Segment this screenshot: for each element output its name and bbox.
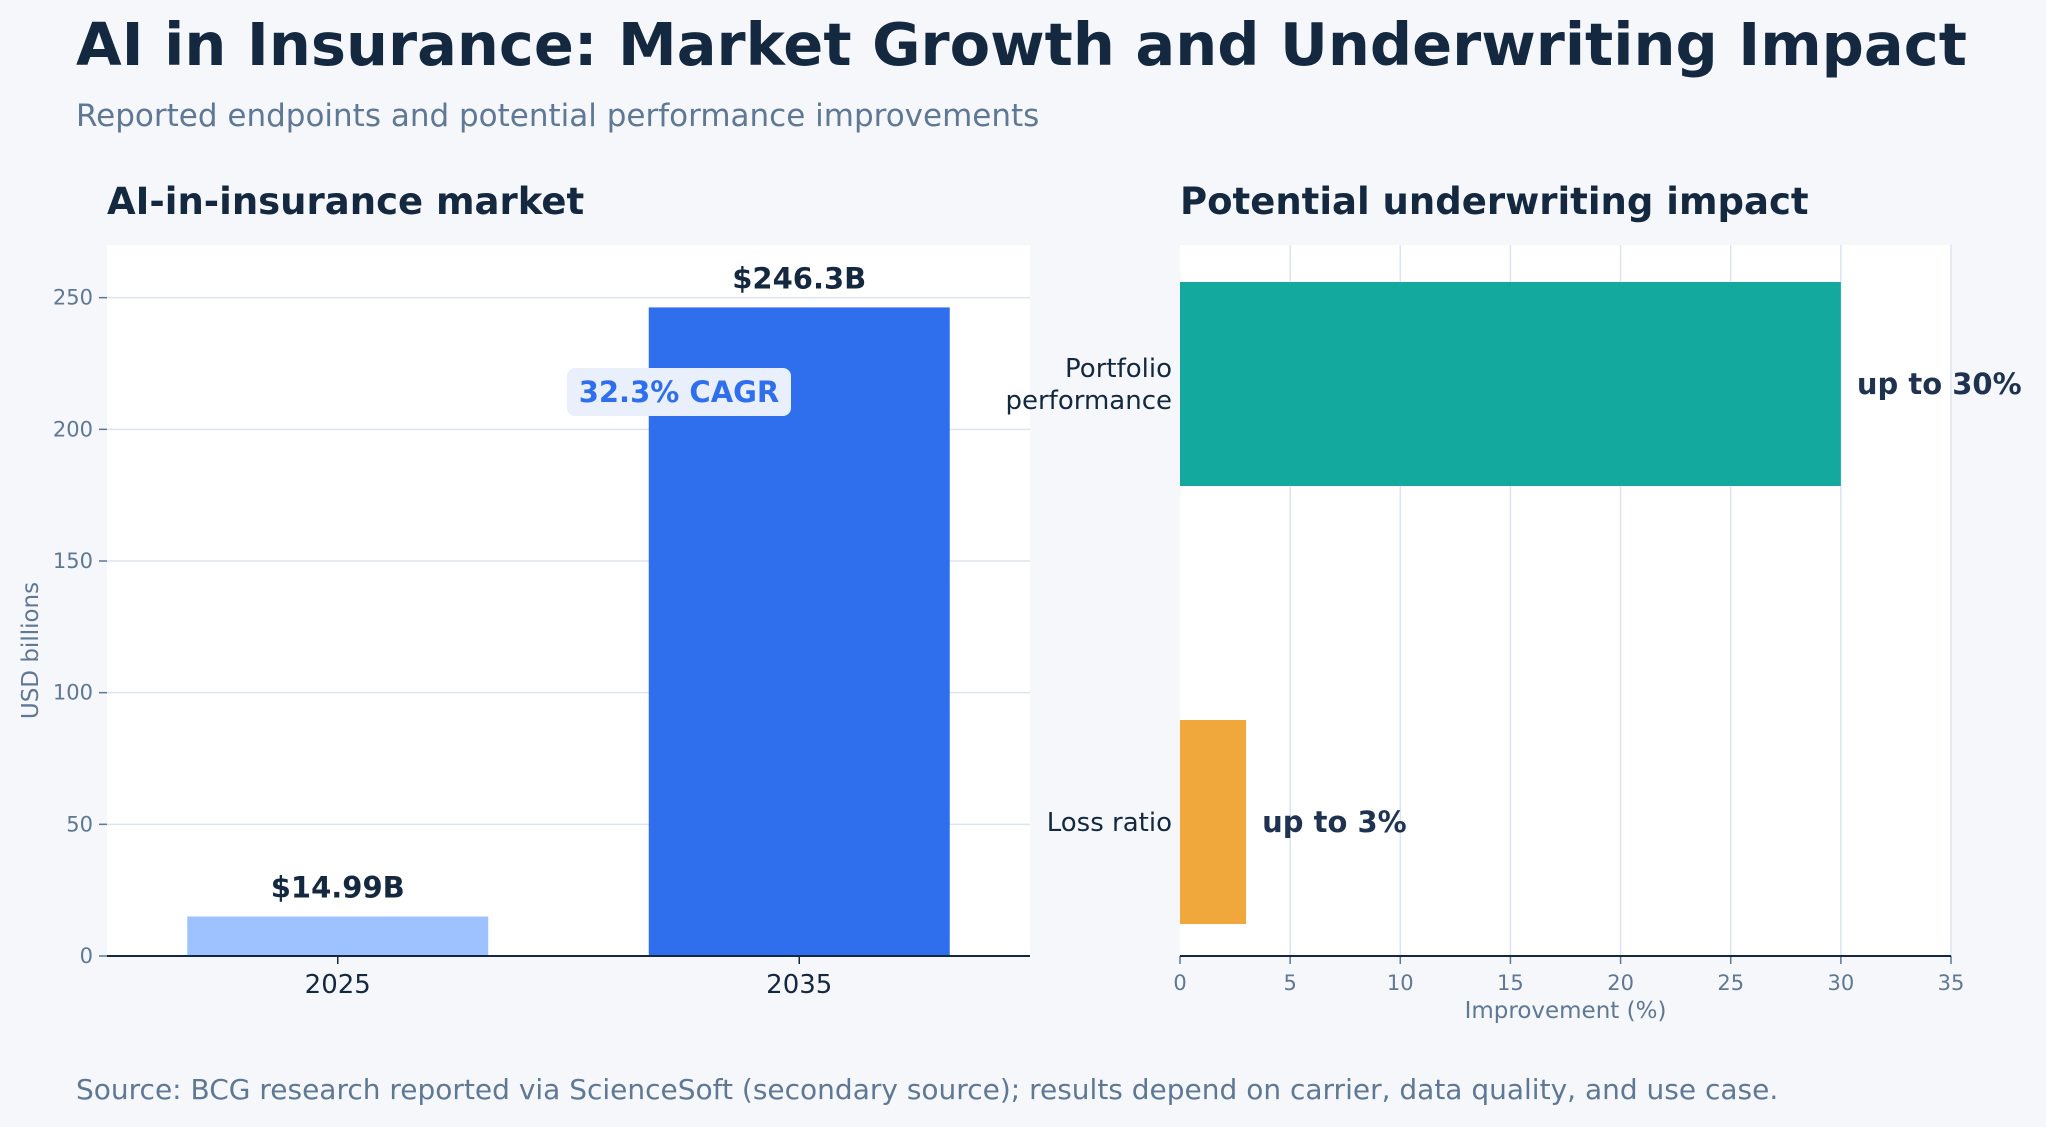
x-tick-label: 5 [1283,971,1296,995]
x-tick-label: 2035 [766,970,832,1000]
y-category-label: performance [1005,386,1172,416]
cagr-annotation: 32.3% CAGR [579,375,780,409]
underwriting-bar-chart: 0 5 10 15 20 25 30 35 up to 30% Portfolioperforma… [1005,245,2022,1024]
x-tick-label: 2025 [305,970,371,1000]
right-chart-title: Potential underwriting impact [1180,180,1809,223]
bar-value-label: $14.99B [271,871,405,905]
y-tick-label: 0 [80,944,93,968]
bar-value-label: up to 30% [1857,367,2022,401]
y-tick-label: 100 [53,681,93,705]
left-chart-title: AI-in-insurance market [107,180,585,223]
y-tick-label: 150 [53,549,93,573]
x-axis-label: Improvement (%) [1465,998,1667,1024]
bar-2025 [187,916,489,956]
bar-value-label: up to 3% [1262,805,1407,839]
x-tick-label: 30 [1827,971,1854,995]
cagr-annotation-box [567,368,791,416]
source-note: Source: BCG research reported via Scienc… [76,1073,1779,1106]
x-tick-label: 20 [1607,971,1634,995]
page-title: AI in Insurance: Market Growth and Under… [76,10,1967,79]
x-tick-label: 25 [1717,971,1744,995]
x-tick-label: 10 [1387,971,1414,995]
x-tick-label: 15 [1497,971,1524,995]
y-category-label: Loss ratio [1047,808,1172,838]
bar-portfolio-performance [1180,282,1841,486]
x-tick-label: 0 [1173,971,1186,995]
y-category-label: Portfolio [1065,354,1172,384]
y-axis-label: USD billions [18,582,44,719]
bar-loss-ratio [1180,720,1247,924]
x-tick-label: 35 [1938,971,1965,995]
y-tick-label: 250 [53,286,93,310]
y-tick-label: 50 [66,812,93,836]
bar-value-label: $246.3B [732,261,866,295]
market-bar-chart: 0 50 100 150 200 250 $14.99B 2025 $246.3B 2035 USD… [18,245,1030,1000]
page-subtitle: Reported endpoints and potential perform… [76,98,1040,134]
y-tick-label: 200 [53,417,93,441]
